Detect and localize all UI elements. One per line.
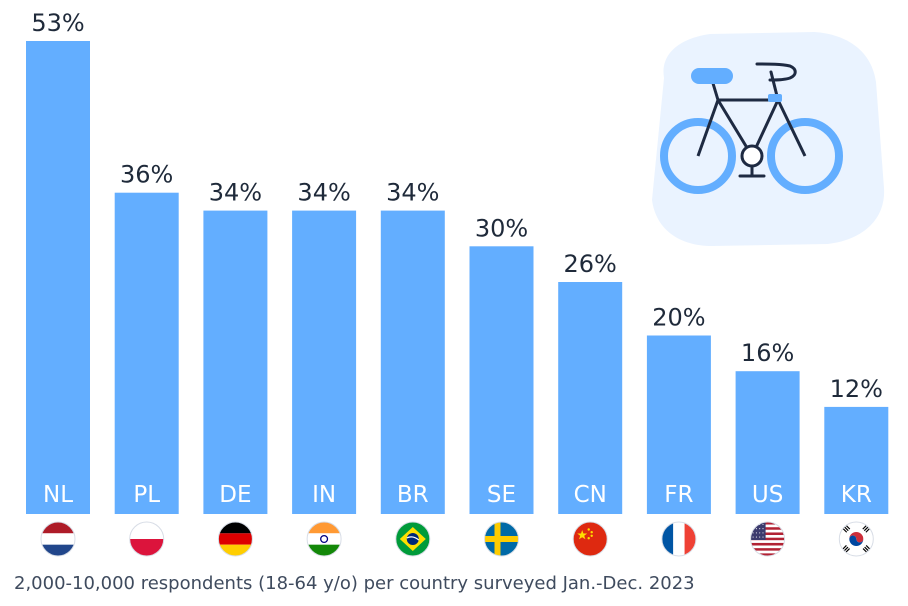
bar-se bbox=[469, 246, 534, 515]
bars-layer bbox=[26, 41, 889, 515]
usa-flag-icon-outline bbox=[750, 521, 786, 557]
france-flag-icon bbox=[661, 522, 696, 556]
netherlands-flag-icon-outline bbox=[40, 521, 76, 557]
category-label-fr: FR bbox=[664, 482, 693, 508]
footnote: 2,000-10,000 respondents (18-64 y/o) per… bbox=[14, 573, 695, 594]
brazil-flag-icon-outline bbox=[395, 521, 431, 557]
value-label-fr: 20% bbox=[652, 304, 705, 332]
germany-flag-icon bbox=[218, 522, 253, 556]
brazil-flag-icon bbox=[395, 522, 430, 556]
india-flag-icon bbox=[307, 522, 342, 556]
value-labels-layer: 53% 36% 34% 34% 34% 30% 26% 20% 16% 12% bbox=[31, 9, 883, 403]
germany-flag-icon-outline bbox=[217, 521, 253, 557]
bar-kr bbox=[824, 406, 889, 514]
value-label-in: 34% bbox=[297, 179, 350, 207]
france-flag-icon-outline bbox=[661, 521, 697, 557]
category-label-se: SE bbox=[487, 482, 516, 508]
flags-layer bbox=[40, 521, 874, 557]
poland-flag-icon-outline bbox=[129, 521, 165, 557]
category-label-in: IN bbox=[312, 482, 336, 508]
bicycle-illustration bbox=[652, 32, 885, 246]
value-label-de: 34% bbox=[209, 179, 262, 207]
bar-cn bbox=[558, 282, 623, 514]
category-label-nl: NL bbox=[43, 482, 73, 508]
category-label-us: US bbox=[752, 482, 783, 508]
value-label-cn: 26% bbox=[564, 250, 617, 278]
bar-de bbox=[203, 210, 268, 514]
category-labels-layer: NL PL DE IN BR SE CN FR US KR bbox=[43, 482, 872, 508]
netherlands-flag-icon bbox=[41, 522, 75, 556]
sweden-flag-icon-outline bbox=[484, 521, 519, 557]
china-flag-icon-outline bbox=[572, 521, 608, 557]
value-label-pl: 36% bbox=[120, 161, 173, 189]
value-label-kr: 12% bbox=[830, 375, 883, 403]
bar-pl bbox=[114, 192, 179, 514]
poland-flag-icon bbox=[129, 522, 164, 556]
category-label-br: BR bbox=[397, 482, 429, 508]
category-label-cn: CN bbox=[574, 482, 607, 508]
bar-br bbox=[380, 210, 445, 514]
south-korea-flag-icon-outline bbox=[838, 521, 874, 557]
usa-flag-icon bbox=[750, 522, 785, 556]
illustration-background bbox=[652, 32, 885, 246]
sweden-flag-icon bbox=[484, 522, 519, 556]
value-label-se: 30% bbox=[475, 214, 528, 242]
bar-fr bbox=[646, 335, 711, 514]
china-flag-icon bbox=[573, 522, 608, 556]
value-label-us: 16% bbox=[741, 339, 794, 367]
value-label-br: 34% bbox=[386, 179, 439, 207]
category-label-de: DE bbox=[219, 482, 251, 508]
bar-nl bbox=[26, 41, 90, 514]
bicycle-icon bbox=[660, 62, 843, 194]
bar-in bbox=[292, 210, 357, 514]
bar-us bbox=[735, 371, 800, 514]
category-label-kr: KR bbox=[841, 482, 872, 508]
india-flag-icon-outline bbox=[306, 521, 342, 557]
category-label-pl: PL bbox=[133, 482, 160, 508]
value-label-nl: 53% bbox=[31, 9, 84, 37]
